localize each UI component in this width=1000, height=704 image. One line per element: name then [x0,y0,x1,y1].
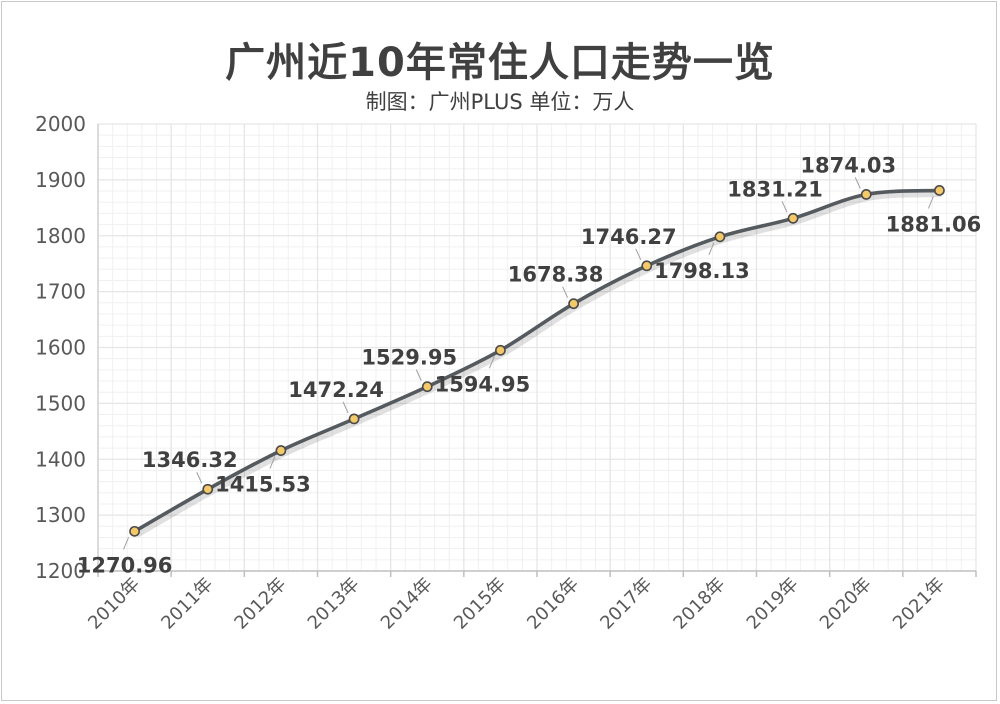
data-point [421,381,433,393]
data-label: 1270.96 [77,553,173,577]
data-label-leader [854,177,861,189]
data-label: 1346.32 [142,448,238,472]
data-label: 1415.53 [215,473,311,497]
data-label: 1678.38 [508,263,604,287]
x-tick-label: 2018年 [669,574,729,634]
data-label-leader [269,456,276,469]
series-line [129,185,945,538]
data-label-leader [196,472,203,484]
y-tick-label: 1200 [35,559,86,583]
y-tick-label: 2000 [35,112,86,136]
data-label-leader [927,196,934,209]
data-point [641,260,653,272]
x-tick-label: 2014年 [377,574,437,634]
data-label: 1529.95 [361,346,457,370]
data-label-leader [415,369,422,381]
chart-subtitle: 制图：广州PLUS 单位：万人 [365,90,635,114]
data-label-leader [781,201,788,213]
data-label: 1874.03 [800,153,896,177]
x-tick-label: 2012年 [230,574,290,634]
data-label-leader [342,401,349,414]
data-point [348,413,360,425]
x-axis-ticks: 2010年 2011年 2012年 2013年 2014年 2015年 2016年 2017年… [84,574,949,634]
y-tick-label: 1900 [35,168,86,192]
data-point [860,188,872,200]
data-point [787,212,799,224]
y-tick-label: 1800 [35,224,86,248]
data-label: 1472.24 [288,378,384,402]
data-point [275,445,287,456]
data-label: 1746.27 [581,225,677,249]
x-tick-label: 2011年 [157,574,217,634]
y-tick-label: 1300 [35,503,86,527]
data-label-leader [635,248,642,260]
data-label: 1594.95 [435,372,531,396]
data-point [568,298,579,310]
chart-title: 广州近10年常住人口走势一览 [225,40,775,86]
data-label-leader [708,242,715,255]
data-point [714,231,726,243]
data-label-leader [562,286,569,298]
data-label-leader [488,356,495,369]
y-tick-label: 1500 [35,391,86,415]
x-tick-label: 2020年 [816,574,876,634]
data-label: 1881.06 [886,212,982,236]
y-tick-label: 1600 [35,336,86,360]
data-point [129,525,140,537]
x-tick-label: 2021年 [889,574,949,634]
x-tick-label: 2017年 [596,574,656,634]
axes [97,124,977,577]
data-point [495,344,506,356]
x-tick-label: 2010年 [84,574,144,634]
x-tick-label: 2016年 [523,574,583,634]
x-tick-label: 2015年 [450,574,510,634]
data-label: 1798.13 [654,259,750,283]
data-label: 1831.21 [727,177,823,201]
y-tick-label: 1400 [35,447,86,471]
x-tick-label: 2019年 [743,574,803,634]
x-tick-label: 2013年 [304,574,364,634]
y-axis-ticks: 1200 1300 1400 1500 1600 1700 1800 1900 2000 [35,112,86,583]
y-tick-label: 1700 [35,280,86,304]
data-label-leader [123,537,130,550]
data-point [202,483,214,495]
data-point [934,185,945,196]
major-grid [98,123,977,571]
